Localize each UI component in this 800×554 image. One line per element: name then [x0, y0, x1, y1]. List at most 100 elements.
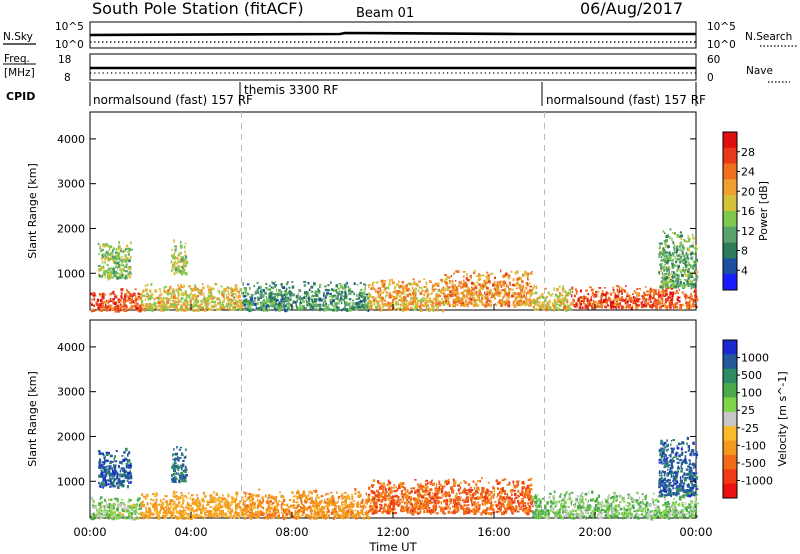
- heatmap-cell: [336, 306, 339, 310]
- heatmap-cell: [324, 299, 327, 303]
- heatmap-cell: [181, 467, 183, 471]
- heatmap-cell: [103, 514, 106, 517]
- heatmap-cell: [314, 291, 318, 295]
- heatmap-cell: [114, 251, 118, 254]
- heatmap-cell: [692, 260, 696, 263]
- heatmap-cell: [265, 306, 268, 310]
- heatmap-cell: [117, 265, 121, 269]
- heatmap-cell: [462, 292, 465, 296]
- heatmap-cell: [674, 275, 676, 279]
- heatmap-cell: [514, 299, 517, 303]
- heatmap-cell: [243, 513, 247, 516]
- velocity-heatmap: [90, 320, 699, 521]
- heatmap-cell: [296, 298, 299, 301]
- heatmap-cell: [265, 283, 268, 286]
- heatmap-cell: [256, 282, 259, 284]
- heatmap-cell: [280, 298, 283, 302]
- heatmap-cell: [117, 465, 121, 469]
- heatmap-cell: [165, 297, 169, 300]
- heatmap-cell: [177, 297, 180, 300]
- heatmap-cell: [97, 243, 100, 246]
- heatmap-cell: [114, 295, 118, 299]
- heatmap-cell: [247, 307, 249, 311]
- heatmap-cell: [326, 498, 328, 501]
- heatmap-cell: [569, 304, 572, 307]
- heatmap-cell: [660, 265, 662, 267]
- heatmap-cell: [643, 304, 647, 308]
- heatmap-cell: [689, 245, 692, 248]
- heatmap-cell: [196, 504, 199, 507]
- heatmap-cell: [119, 470, 122, 473]
- heatmap-cell: [331, 296, 333, 300]
- heatmap-cell: [481, 295, 484, 298]
- heatmap-cell: [451, 286, 454, 290]
- heatmap-cell: [121, 508, 124, 511]
- heatmap-cell: [664, 284, 667, 288]
- heatmap-cell: [233, 288, 236, 292]
- heatmap-cell: [625, 285, 627, 287]
- heatmap-cell: [198, 292, 201, 295]
- heatmap-cell: [450, 274, 453, 277]
- heatmap-cell: [348, 287, 352, 290]
- heatmap-cell: [445, 302, 449, 305]
- heatmap-cell: [452, 292, 455, 296]
- heatmap-cell: [141, 504, 143, 507]
- heatmap-cell: [291, 308, 294, 311]
- heatmap-cell: [576, 304, 578, 307]
- heatmap-cell: [586, 301, 589, 304]
- heatmap-cell: [531, 287, 535, 291]
- heatmap-cell: [478, 304, 480, 307]
- heatmap-cell: [206, 504, 208, 507]
- heatmap-cell: [441, 298, 443, 300]
- heatmap-cell: [562, 305, 566, 309]
- heatmap-cell: [289, 303, 292, 307]
- heatmap-cell: [350, 290, 353, 293]
- heatmap-cell: [671, 282, 675, 286]
- heatmap-cell: [432, 308, 435, 312]
- heatmap-cell: [251, 512, 255, 516]
- heatmap-cell: [173, 300, 177, 303]
- heatmap-cell: [342, 506, 346, 510]
- heatmap-cell: [282, 495, 285, 498]
- heatmap-cell: [563, 299, 565, 303]
- heatmap-cell: [470, 281, 474, 285]
- heatmap-cell: [311, 305, 315, 309]
- heatmap-cell: [128, 464, 131, 467]
- heatmap-cell: [367, 516, 370, 520]
- heatmap-cell: [679, 306, 682, 311]
- heatmap-cell: [394, 296, 397, 300]
- heatmap-cell: [490, 272, 494, 275]
- heatmap-cell: [635, 306, 638, 310]
- heatmap-cell: [340, 290, 344, 294]
- heatmap-cell: [672, 306, 675, 309]
- heatmap-cell: [420, 301, 422, 306]
- heatmap-cell: [271, 305, 274, 308]
- heatmap-cell: [91, 303, 94, 306]
- heatmap-cell: [550, 294, 552, 297]
- heatmap-cell: [127, 294, 129, 298]
- heatmap-cell: [149, 306, 152, 310]
- heatmap-cell: [314, 489, 318, 493]
- heatmap-cell: [217, 289, 220, 292]
- heatmap-cell: [265, 287, 267, 289]
- heatmap-cell: [98, 253, 100, 255]
- noise-right-tick-bottom: 10^0: [707, 39, 736, 51]
- heatmap-cell: [127, 297, 131, 300]
- heatmap-cell: [115, 450, 118, 453]
- heatmap-cell: [421, 300, 425, 303]
- heatmap-cell: [183, 303, 186, 307]
- heatmap-cell: [619, 286, 621, 290]
- heatmap-cell: [581, 300, 584, 302]
- heatmap-cell: [673, 244, 676, 248]
- heatmap-cell: [548, 291, 550, 295]
- heatmap-cell: [327, 516, 329, 520]
- heatmap-cell: [292, 300, 295, 302]
- heatmap-cell: [105, 451, 109, 454]
- heatmap-cell: [693, 264, 697, 268]
- heatmap-cell: [690, 286, 693, 290]
- heatmap-cell: [204, 308, 207, 312]
- heatmap-cell: [671, 301, 674, 305]
- heatmap-cell: [401, 304, 405, 307]
- heatmap-cell: [195, 513, 198, 516]
- heatmap-cell: [257, 296, 259, 299]
